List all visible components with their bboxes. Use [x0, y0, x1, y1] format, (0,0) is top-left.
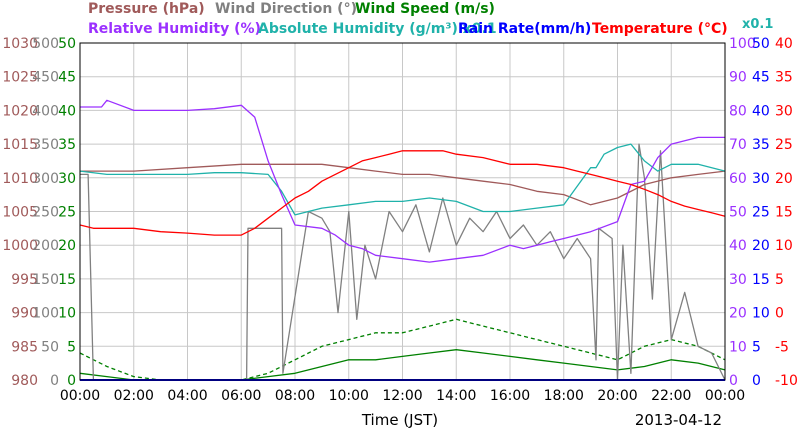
y-tick-label: 350 [32, 137, 59, 153]
y-tick-label: 20 [729, 306, 747, 322]
x-tick-label: 00:00 [705, 388, 745, 404]
y-tick-label: 1030 [2, 36, 38, 52]
y-tick-label: 25 [752, 205, 770, 221]
legend-temperature: Temperature (°C) [592, 21, 728, 37]
y-tick-label: 45 [58, 70, 76, 86]
y-tick-label: 20 [775, 171, 793, 187]
y-tick-label: 1000 [2, 238, 38, 254]
y-tick-label: 25 [58, 205, 76, 221]
y-tick-label: 20 [58, 238, 76, 254]
y-tick-label: 985 [11, 339, 38, 355]
y-tick-label: 5 [775, 272, 784, 288]
y-tick-label: 10 [729, 339, 747, 355]
y-tick-label: 450 [32, 70, 59, 86]
x-tick-label: 02:00 [114, 388, 154, 404]
y-tick-label: 70 [729, 137, 747, 153]
y-tick-label: 1025 [2, 70, 38, 86]
y-tick-labels: 9809859909951000100510101015102010251030… [2, 17, 798, 389]
y-tick-label: 50 [58, 36, 76, 52]
x-tick-label: 10:00 [329, 388, 369, 404]
x-tick-label: 20:00 [597, 388, 637, 404]
legend-relative-humidity: Relative Humidity (%) [88, 21, 261, 37]
y-tick-label: 50 [729, 205, 747, 221]
series-line-absolute-humidity [79, 143, 726, 216]
legend-wind-speed: Wind Speed (m/s) [355, 1, 495, 17]
y-tick-label: 40 [775, 36, 793, 52]
y-tick-label: 100 [32, 306, 59, 322]
x-tick-label: 22:00 [651, 388, 691, 404]
y-tick-label: 90 [729, 70, 747, 86]
y-tick-label: 400 [32, 103, 59, 119]
y-tick-label: 10 [58, 306, 76, 322]
legend-pressure: Pressure (hPa) [88, 1, 205, 17]
y-tick-label: 150 [32, 272, 59, 288]
y-tick-label: 0 [752, 373, 761, 389]
y-tick-label: 250 [32, 205, 59, 221]
y-tick-label: 30 [775, 103, 793, 119]
x-tick-label: 00:00 [60, 388, 100, 404]
y-tick-label: 10 [752, 306, 770, 322]
y-tick-label: 80 [729, 103, 747, 119]
x-tick-label: 12:00 [382, 388, 422, 404]
legend-rain-rate: Rain Rate(mm/h) [458, 21, 591, 37]
y-tick-label: 500 [32, 36, 59, 52]
y-tick-label: 50 [41, 339, 59, 355]
x-axis-label: Time (JST) [361, 411, 438, 429]
y-tick-label: 1010 [2, 171, 38, 187]
y-tick-label: 1005 [2, 205, 38, 221]
x-tick-label: 18:00 [544, 388, 584, 404]
x-tick-labels: 00:00 02:00 04:00 06:00 08:00 10:00 12:00 14:00… [60, 388, 745, 404]
x-tick-label: 14:00 [436, 388, 476, 404]
y-tick-label: 50 [752, 36, 770, 52]
y-tick-label: 60 [729, 171, 747, 187]
y-tick-label: 35 [752, 137, 770, 153]
series-line-temperature [79, 150, 726, 236]
series-line-relative-humidity [80, 99, 725, 263]
y-tick-label: 980 [11, 373, 38, 389]
y-tick-label: 30 [729, 272, 747, 288]
y-tick-label: 15 [752, 272, 770, 288]
y-tick-label: 25 [775, 137, 793, 153]
series-line-pressure [80, 163, 726, 206]
y-tick-label: 30 [752, 171, 770, 187]
y-tick-label: 200 [32, 238, 59, 254]
x-tick-label: 04:00 [167, 388, 207, 404]
y-tick-label: 5 [67, 339, 76, 355]
y-tick-label: 15 [775, 205, 793, 221]
y-tick-label: 45 [752, 70, 770, 86]
y-tick-label: 5 [752, 339, 761, 355]
x-tick-label: 08:00 [275, 388, 315, 404]
y-tick-label: 40 [58, 103, 76, 119]
y-tick-label: 20 [752, 238, 770, 254]
y-tick-label: 30 [58, 171, 76, 187]
y-tick-label: -10 [775, 373, 798, 389]
y-tick-label: 300 [32, 171, 59, 187]
y-tick-label: 1015 [2, 137, 38, 153]
y-tick-label: 40 [729, 238, 747, 254]
y-tick-label: 15 [58, 272, 76, 288]
y-tick-label: 1020 [2, 103, 38, 119]
y-tick-label: 0 [67, 373, 76, 389]
y-tick-label: 10 [775, 238, 793, 254]
y-tick-label: -5 [775, 339, 789, 355]
x-tick-label: 16:00 [490, 388, 530, 404]
series-line-wind-direction [80, 143, 726, 381]
chart-date: 2013-04-12 [635, 411, 722, 429]
abs-humidity-factor: x0.1 [742, 17, 773, 32]
y-tick-label: 35 [775, 70, 793, 86]
y-tick-label: 100 [729, 36, 756, 52]
y-tick-label: 35 [58, 137, 76, 153]
legend-wind-direction: Wind Direction (°) [215, 1, 357, 17]
y-tick-label: 40 [752, 103, 770, 119]
y-tick-label: 990 [11, 306, 38, 322]
x-tick-label: 06:00 [221, 388, 261, 404]
legend-absolute-humidity: Absolute Humidity (g/m³) x0.1 [258, 21, 497, 37]
plot-frame [79, 42, 726, 381]
y-tick-label: 995 [11, 272, 38, 288]
y-tick-label: 0 [50, 373, 59, 389]
y-tick-label: 0 [729, 373, 738, 389]
y-tick-label: 0 [775, 306, 784, 322]
